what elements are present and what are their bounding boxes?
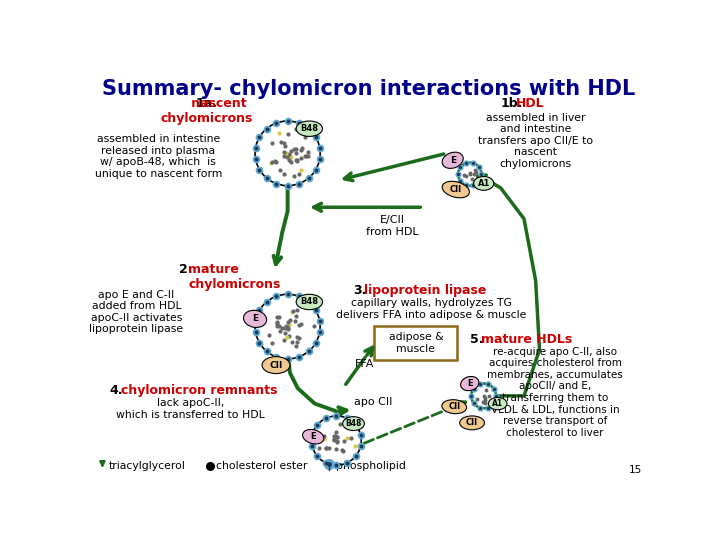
Ellipse shape xyxy=(296,294,323,309)
Ellipse shape xyxy=(262,356,290,374)
Text: mature HDLs: mature HDLs xyxy=(482,333,572,346)
Text: 1a.: 1a. xyxy=(195,97,217,110)
Circle shape xyxy=(458,163,482,186)
Text: E: E xyxy=(310,432,316,441)
Text: 15: 15 xyxy=(629,465,642,475)
Text: lack apoC-II,
which is transferred to HDL: lack apoC-II, which is transferred to HD… xyxy=(117,398,265,420)
Text: apo CII: apo CII xyxy=(354,397,392,407)
Text: 2.: 2. xyxy=(179,264,193,276)
Text: phospholipid: phospholipid xyxy=(336,461,406,471)
Text: capillary walls, hydrolyzes TG
delivers FFA into adipose & muscle: capillary walls, hydrolyzes TG delivers … xyxy=(336,298,526,320)
Ellipse shape xyxy=(302,429,324,444)
Text: nascent
chylomicrons: nascent chylomicrons xyxy=(160,97,253,125)
Ellipse shape xyxy=(343,417,364,430)
Text: E: E xyxy=(449,156,456,165)
Text: mature
chylomicrons: mature chylomicrons xyxy=(189,264,281,292)
Text: apo E and C-II
added from HDL
apoC-II activates
lipoprotein lipase: apo E and C-II added from HDL apoC-II ac… xyxy=(89,289,184,334)
Text: 1b.: 1b. xyxy=(500,97,523,110)
Circle shape xyxy=(472,383,496,408)
Text: A1: A1 xyxy=(477,179,490,188)
Text: assembled in liver
and intestine
transfers apo CII/E to
nascent
chylomicrons: assembled in liver and intestine transfe… xyxy=(478,112,593,169)
Text: HDL: HDL xyxy=(516,97,544,110)
Ellipse shape xyxy=(442,181,469,198)
Ellipse shape xyxy=(442,400,467,414)
Text: 5.: 5. xyxy=(469,333,483,346)
Text: 4.: 4. xyxy=(109,384,123,397)
Ellipse shape xyxy=(461,376,479,390)
Circle shape xyxy=(255,121,320,186)
Text: FFA: FFA xyxy=(355,359,374,369)
Text: assembled in intestine
released into plasma
w/ apoB-48, which  is
unique to nasc: assembled in intestine released into pla… xyxy=(94,134,222,179)
Text: 3.: 3. xyxy=(354,284,367,297)
Text: CII: CII xyxy=(450,185,462,194)
Ellipse shape xyxy=(488,397,507,410)
Text: cholesterol ester: cholesterol ester xyxy=(216,461,307,471)
Text: re-acquire apo C-II, also
acquires cholesterol from
membranes, accumulates
apoCl: re-acquire apo C-II, also acquires chole… xyxy=(487,347,623,438)
Ellipse shape xyxy=(442,152,463,168)
Ellipse shape xyxy=(243,310,266,327)
Text: triacylglycerol: triacylglycerol xyxy=(109,461,186,471)
Text: E: E xyxy=(467,379,472,388)
Text: chylomicron remnants: chylomicron remnants xyxy=(121,384,277,397)
Text: E: E xyxy=(252,314,258,323)
Text: B48: B48 xyxy=(300,124,318,133)
Ellipse shape xyxy=(459,416,485,430)
Text: CII: CII xyxy=(466,418,478,427)
Text: E/CII
from HDL: E/CII from HDL xyxy=(366,215,418,237)
Text: B48: B48 xyxy=(346,419,361,428)
Text: CII: CII xyxy=(448,402,460,411)
Text: CII: CII xyxy=(269,361,283,369)
Circle shape xyxy=(312,416,361,465)
Text: Summary- chylomicron interactions with HDL: Summary- chylomicron interactions with H… xyxy=(102,79,636,99)
Text: A1: A1 xyxy=(492,399,503,408)
Ellipse shape xyxy=(474,177,494,190)
Text: B48: B48 xyxy=(300,298,318,307)
Text: lipoprotein lipase: lipoprotein lipase xyxy=(364,284,486,297)
Circle shape xyxy=(255,294,320,359)
FancyBboxPatch shape xyxy=(374,326,457,360)
Ellipse shape xyxy=(296,121,323,137)
Text: adipose &
muscle: adipose & muscle xyxy=(389,332,444,354)
